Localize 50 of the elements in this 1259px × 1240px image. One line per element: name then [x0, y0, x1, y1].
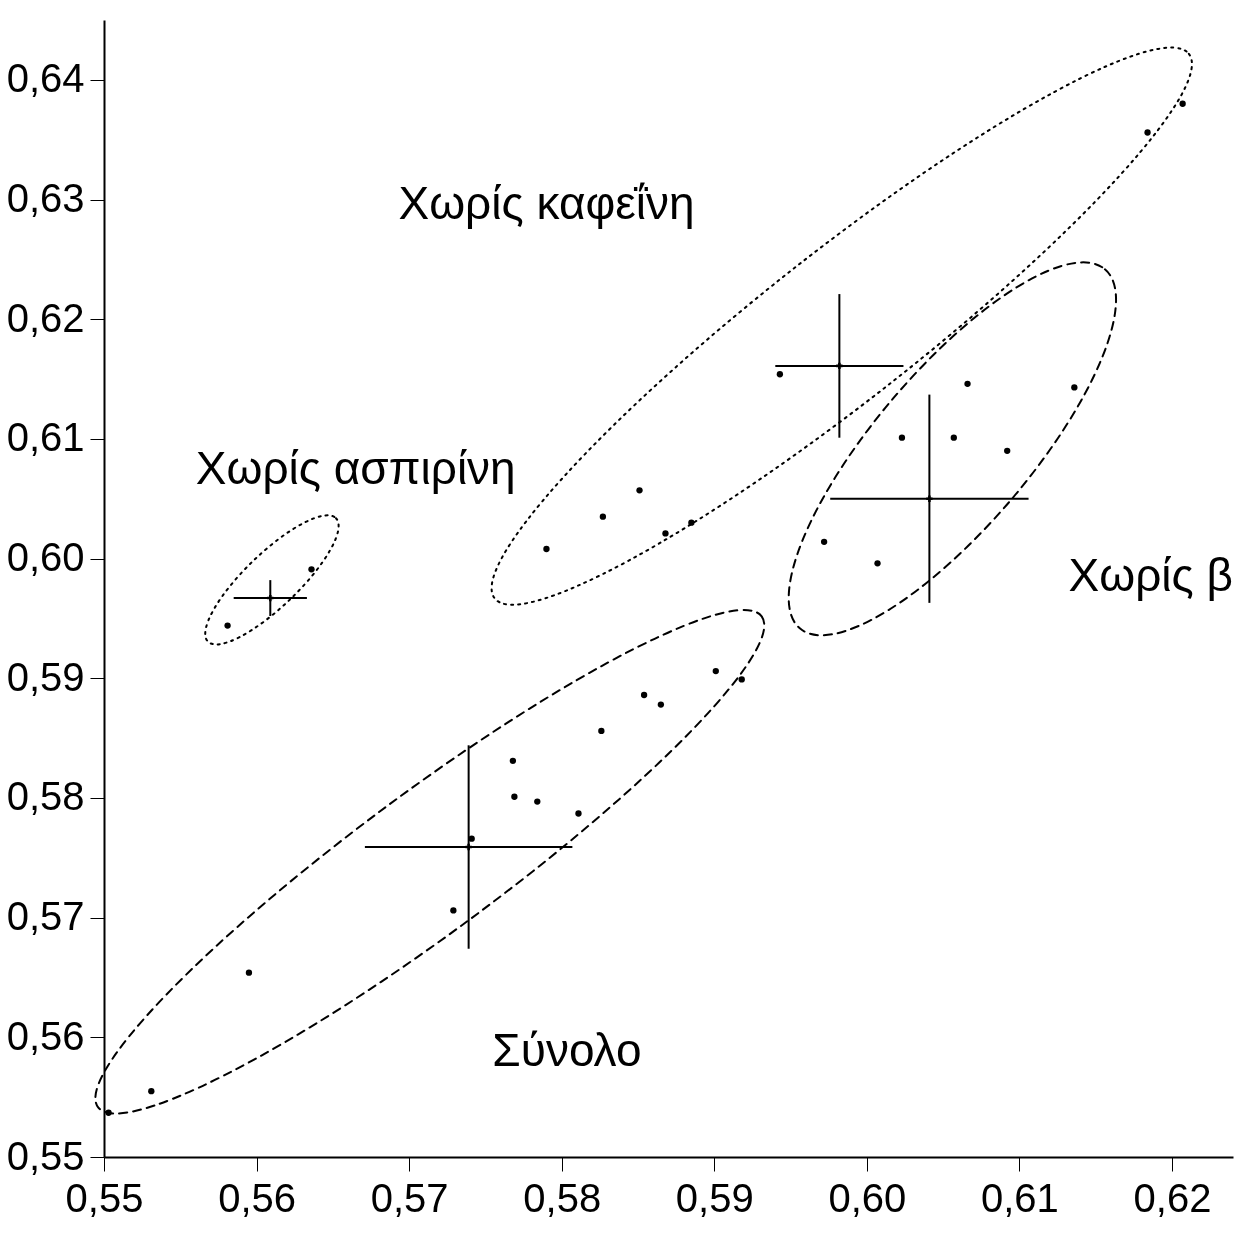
point: [148, 1088, 155, 1095]
y-tick-label: 0,58: [6, 774, 85, 819]
point: [640, 691, 648, 699]
x-tick-label: 0,60: [828, 1175, 907, 1220]
point: [598, 727, 605, 735]
y-tick-label: 0,61: [6, 415, 85, 460]
y-tick-label: 0,59: [6, 654, 85, 699]
point: [509, 757, 517, 764]
point: [534, 798, 541, 805]
x-tick-label: 0,56: [218, 1175, 296, 1220]
annotation: Χωρίς ασπιρίνη: [195, 442, 516, 495]
point: [820, 538, 828, 545]
point: [964, 380, 971, 387]
x-tick-label: 0,59: [675, 1175, 754, 1220]
point: [1179, 100, 1186, 107]
x-tick-label: 0,57: [370, 1175, 449, 1220]
point: [511, 793, 518, 800]
y-tick-label: 0,56: [6, 1013, 85, 1058]
point: [738, 676, 745, 683]
annotation: Χωρίς καφεΐνη: [398, 177, 695, 230]
point: [245, 969, 253, 976]
annotation: Χωρίς β: [1068, 549, 1233, 602]
point: [450, 907, 457, 914]
point: [543, 545, 550, 553]
point: [898, 434, 906, 441]
x-tick-label: 0,62: [1133, 1175, 1212, 1220]
x-tick-label: 0,55: [65, 1175, 144, 1220]
point: [712, 667, 719, 675]
point: [575, 810, 582, 817]
point: [1004, 447, 1011, 455]
point: [224, 622, 231, 629]
y-tick-label: 0,57: [6, 894, 85, 939]
x-tick-label: 0,58: [523, 1175, 602, 1220]
x-tick-label: 0,61: [980, 1175, 1059, 1220]
point: [657, 701, 665, 708]
point: [599, 513, 607, 520]
point: [1071, 384, 1078, 391]
point: [1144, 129, 1151, 136]
annotation: Σύνολο: [492, 1024, 642, 1077]
point: [950, 434, 957, 441]
point: [874, 560, 881, 567]
point: [662, 530, 669, 537]
y-tick-label: 0,60: [6, 535, 85, 580]
point: [636, 487, 643, 494]
y-tick-label: 0,55: [6, 1133, 85, 1178]
point: [308, 566, 315, 573]
y-tick-label: 0,63: [6, 176, 85, 221]
y-tick-label: 0,64: [6, 56, 85, 101]
y-tick-label: 0,62: [6, 295, 85, 340]
point: [776, 371, 784, 378]
